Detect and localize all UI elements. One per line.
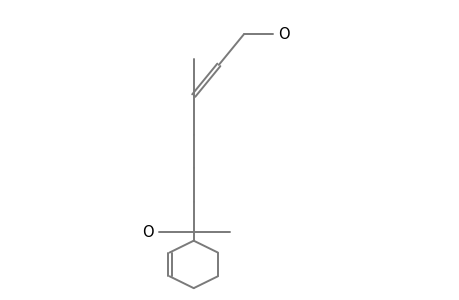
Text: O: O bbox=[141, 225, 153, 240]
Text: O: O bbox=[278, 27, 290, 42]
